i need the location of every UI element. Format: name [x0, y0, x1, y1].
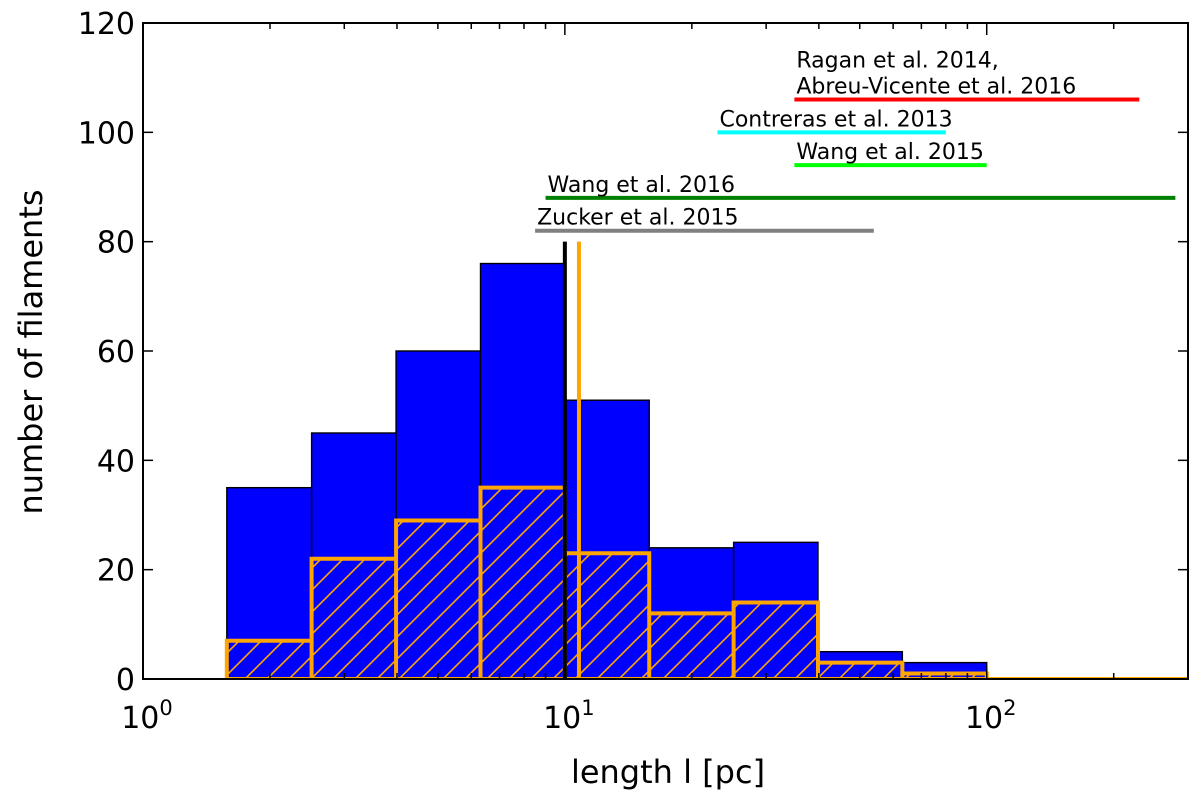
hatched-histogram-outline: [224, 485, 1156, 679]
reference-range-label: Abreu-Vicente et al. 2016: [796, 75, 1076, 100]
x-tick-label: 100: [121, 696, 173, 736]
y-tick-label: 60: [97, 335, 135, 370]
y-tick-label: 40: [97, 444, 135, 479]
hatched-bar-fill: [311, 558, 397, 679]
reference-range-label: Ragan et al. 2014,: [796, 49, 998, 74]
reference-ranges: Ragan et al. 2014,Abreu-Vicente et al. 2…: [535, 49, 1176, 233]
hatched-bar-fill: [226, 640, 312, 679]
reference-range-label: Contreras et al. 2013: [719, 107, 952, 132]
hatched-histogram: [224, 485, 1188, 679]
y-tick-label: 120: [78, 7, 135, 42]
x-tick-label: 101: [543, 696, 595, 736]
hatched-bar-fill: [817, 662, 903, 679]
hatched-bar-fill: [480, 487, 565, 679]
y-axis-title: number of filaments: [12, 189, 50, 514]
median-lines: [562, 241, 581, 679]
y-tick-label: 100: [78, 116, 135, 151]
y-tick-label: 0: [116, 663, 135, 698]
hatched-bar-fill: [396, 520, 481, 679]
x-tick-label: 102: [965, 696, 1017, 736]
reference-range-label: Zucker et al. 2015: [537, 206, 738, 231]
hatched-bar-fill: [733, 602, 818, 679]
x-axis-title: length l [pc]: [571, 753, 765, 791]
y-tick-label: 80: [97, 226, 135, 261]
reference-range-label: Wang et al. 2016: [548, 173, 735, 198]
hatched-bar-fill: [902, 673, 987, 679]
axis-ticks: 0 20 40 60 80 100 120 100 101 102: [78, 7, 1189, 736]
hatched-bar-fill: [649, 613, 734, 679]
y-tick-label: 20: [97, 554, 135, 589]
reference-range-label: Wang et al. 2015: [796, 140, 983, 165]
